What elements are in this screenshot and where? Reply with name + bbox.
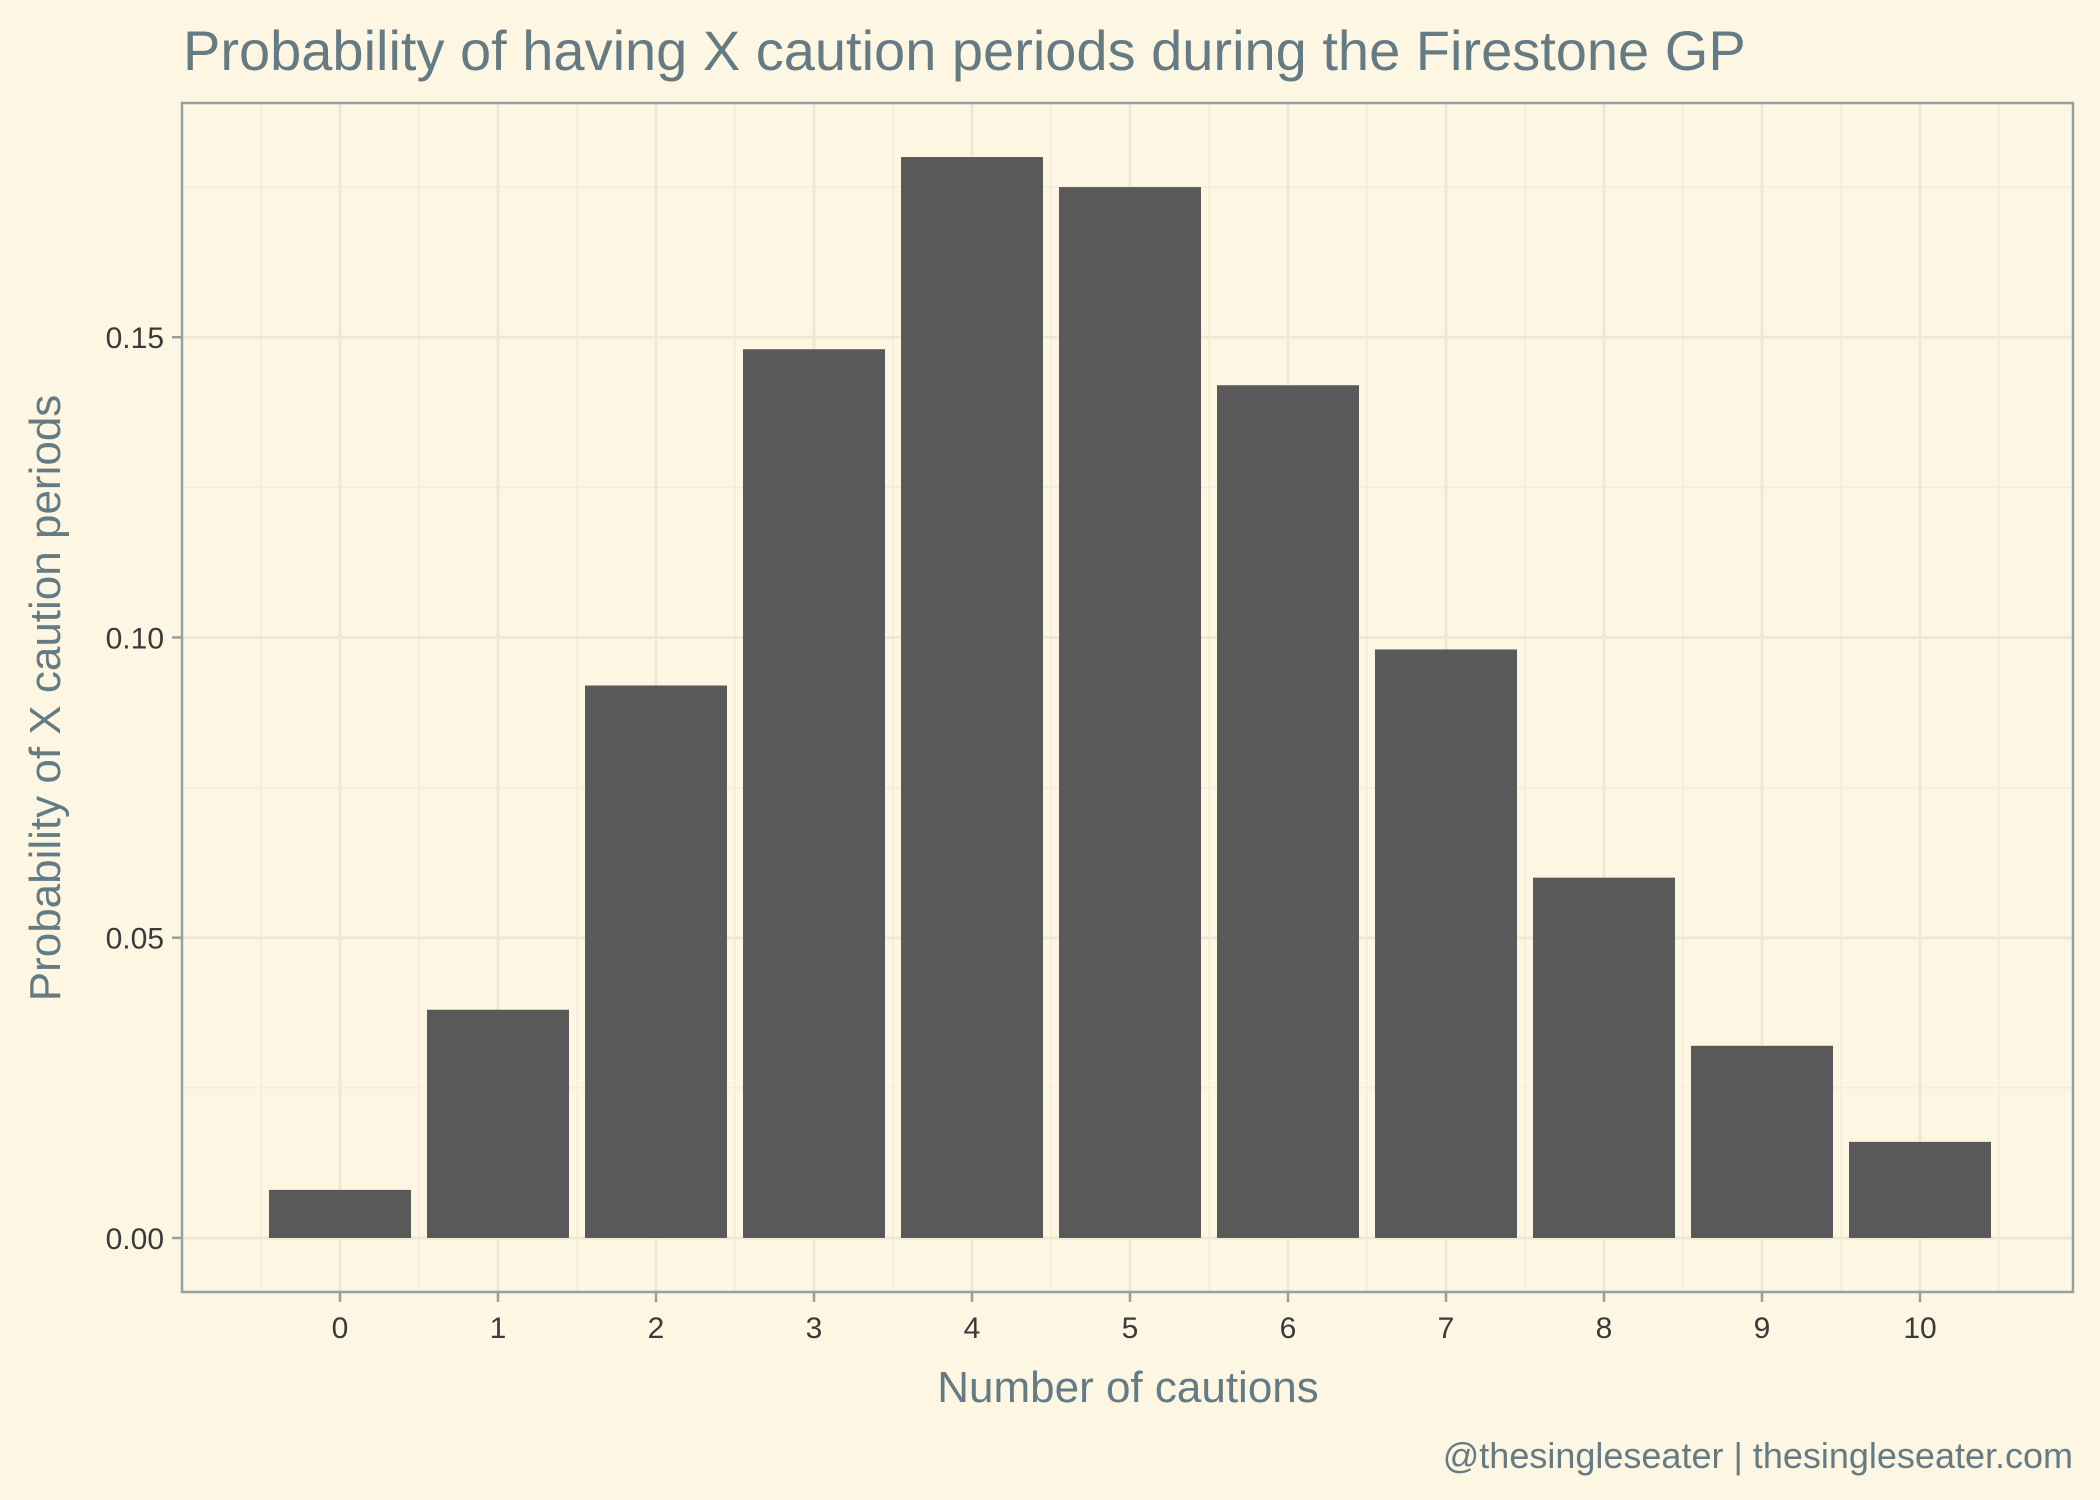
chart-title: Probability of having X caution periods …: [183, 19, 1746, 82]
x-tick-label: 0: [332, 1312, 349, 1345]
x-tick-label: 9: [1754, 1312, 1771, 1345]
plot-frame: [180, 101, 2075, 1294]
y-tick-label: 0.10: [106, 622, 164, 655]
plot-panel: [180, 101, 2075, 1294]
x-tick-label: 1: [490, 1312, 507, 1345]
y-tick-label: 0.05: [106, 923, 164, 956]
caption: @thesingleseater | thesingleseater.com: [1443, 1435, 2073, 1476]
x-tick-label: 10: [1903, 1312, 1936, 1345]
bar: [427, 1009, 569, 1238]
x-tick-label: 5: [1122, 1312, 1139, 1345]
bars: [269, 157, 1991, 1238]
x-tick-label: 4: [964, 1312, 981, 1345]
x-tick-label: 7: [1438, 1312, 1455, 1345]
bar: [901, 157, 1043, 1238]
bar: [1691, 1045, 1833, 1238]
bar: [585, 685, 727, 1238]
x-axis-title: Number of cautions: [937, 1363, 1319, 1412]
x-tick-label: 6: [1280, 1312, 1297, 1345]
x-axis: 0 1 2 3 4 5 6 7 8 9 10: [332, 1292, 1937, 1345]
bar: [1533, 877, 1675, 1238]
x-tick-label: 8: [1596, 1312, 1613, 1345]
x-tick-label: 3: [806, 1312, 823, 1345]
y-tick-label: 0.00: [106, 1223, 164, 1256]
bar: [743, 349, 885, 1238]
bar: [1217, 385, 1359, 1238]
bar: [1059, 187, 1201, 1238]
bar: [269, 1189, 411, 1238]
y-axis: 0.00 0.05 0.10 0.15: [106, 322, 182, 1256]
x-tick-label: 2: [648, 1312, 665, 1345]
bar: [1849, 1141, 1991, 1238]
y-tick-label: 0.15: [106, 322, 164, 355]
bar: [1375, 649, 1517, 1238]
y-axis-title: Probability of X caution periods: [21, 395, 70, 1002]
